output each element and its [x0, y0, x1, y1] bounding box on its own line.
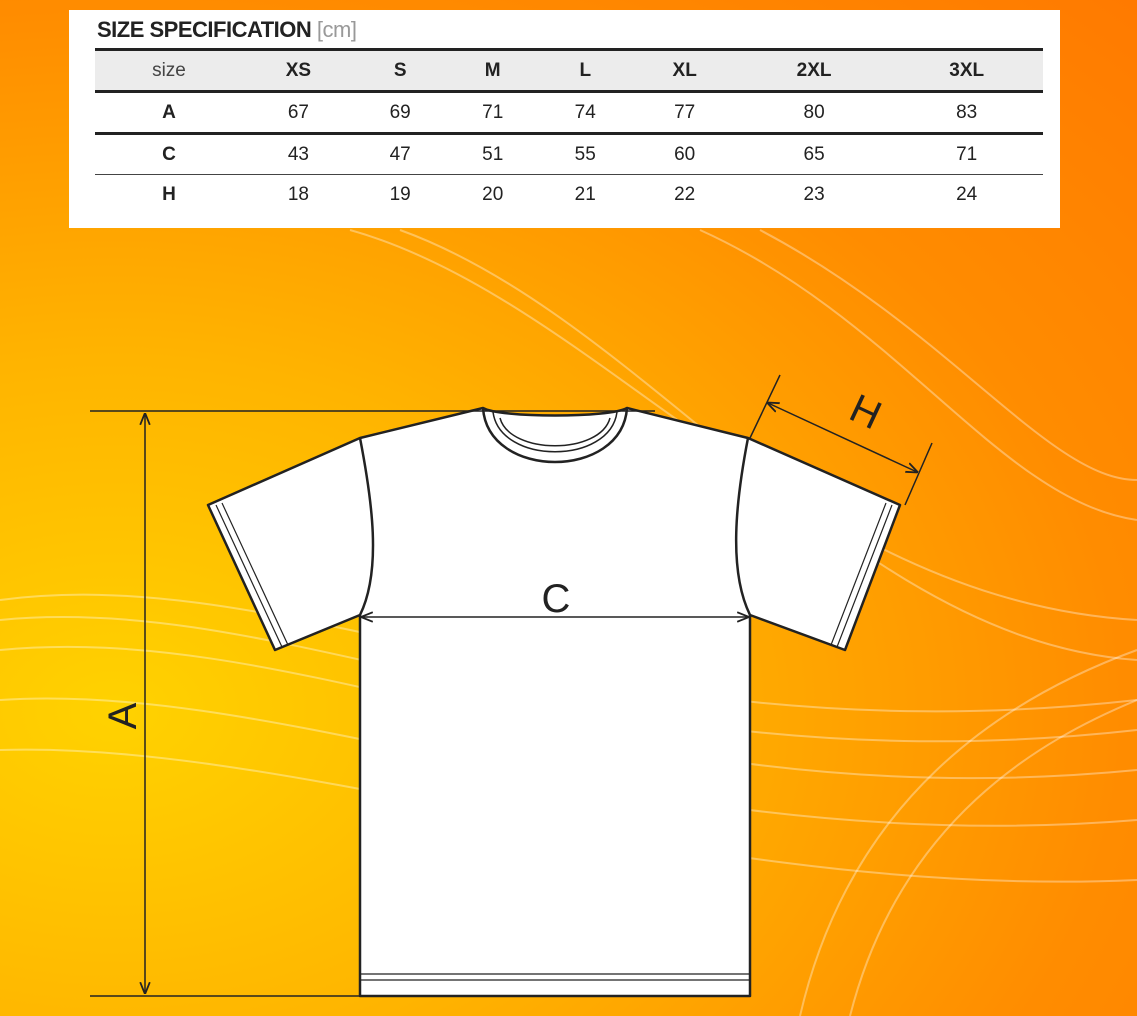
spec-title-text: SIZE SPECIFICATION	[97, 17, 312, 42]
cell: 80	[803, 101, 825, 123]
row-label: A	[162, 101, 176, 123]
cell: 21	[574, 183, 596, 205]
cell: 18	[287, 183, 309, 205]
dimension-a-label: A	[101, 702, 145, 729]
cell: 67	[287, 101, 309, 123]
cell: 74	[574, 101, 596, 123]
dimension-h-label: H	[843, 386, 888, 438]
cell: 65	[803, 143, 825, 165]
cell: 23	[803, 183, 825, 205]
cell: 77	[674, 101, 696, 123]
dimension-c-label: C	[542, 577, 571, 621]
table-row-a: A 67 69 71 74 77 80 83	[95, 92, 1043, 134]
table-row-h: H 18 19 20 21 22 23 24	[95, 175, 1043, 215]
table-row-c: C 43 47 51 55 60 65 71	[95, 134, 1043, 175]
header-xs: XS	[285, 59, 312, 81]
header-s: S	[393, 59, 407, 81]
header-2xl: 2XL	[796, 59, 832, 81]
cell: 19	[389, 183, 411, 205]
cell: 24	[956, 183, 978, 205]
size-table: size XS S M L XL 2XL 3XL A 67 69 71 74 7…	[95, 48, 1043, 214]
cell: 43	[287, 143, 309, 165]
spec-unit: [cm]	[316, 17, 357, 42]
row-label: H	[162, 183, 176, 205]
table-header-row: size XS S M L XL 2XL 3XL	[95, 49, 1043, 92]
cell: 71	[956, 143, 978, 165]
cell: 83	[956, 101, 978, 123]
header-3xl: 3XL	[949, 59, 985, 81]
row-label: C	[162, 143, 176, 165]
cell: 51	[482, 143, 504, 165]
cell: 55	[574, 143, 596, 165]
dimension-h-line	[768, 403, 917, 472]
header-l: L	[579, 59, 592, 81]
cell: 71	[482, 101, 504, 123]
cell: 47	[389, 143, 411, 165]
cell: 22	[674, 183, 696, 205]
cell: 20	[482, 183, 504, 205]
spec-title: SIZE SPECIFICATION [cm]	[97, 17, 357, 43]
header-m: M	[484, 59, 501, 81]
tshirt-outline	[206, 406, 902, 998]
header-xl: XL	[672, 59, 697, 81]
cell: 69	[389, 101, 411, 123]
dimension-lines	[90, 374, 933, 997]
cell: 60	[674, 143, 696, 165]
header-size: size	[152, 59, 186, 81]
size-specification-table: SIZE SPECIFICATION [cm] size XS S M L XL…	[69, 10, 1060, 228]
